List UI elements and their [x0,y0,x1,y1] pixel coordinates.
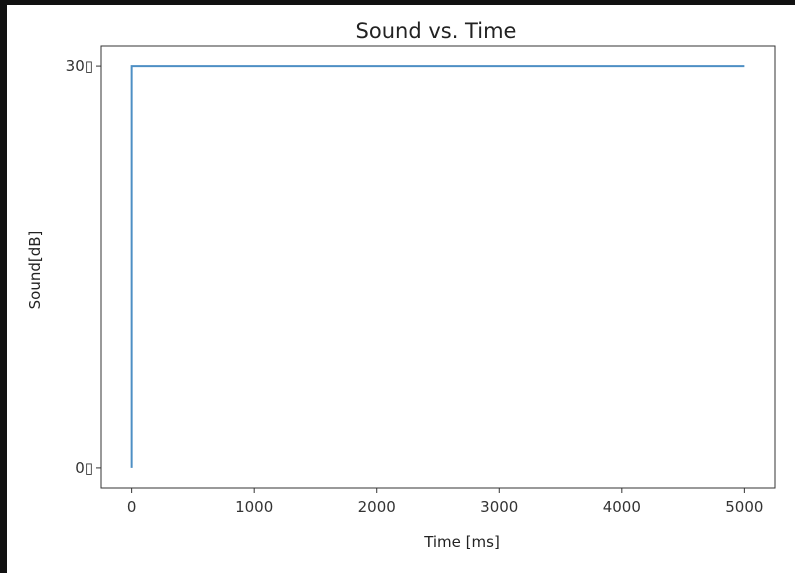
x-axis-label: Time [ms] [423,533,500,551]
x-tick-label: 4000 [603,498,641,516]
x-tick-label: 3000 [480,498,518,516]
y-tick-label: 30▯ [66,57,93,75]
series-layer [130,65,745,468]
window-frame-left [0,0,7,573]
plot-area [100,45,776,489]
x-axis: 0 1000 2000 3000 4000 5000 [127,488,763,516]
window-frame-top [0,0,795,5]
chart-title: Sound vs. Time [356,19,517,43]
y-tick-label: 0▯ [75,459,93,477]
x-tick-label: 2000 [358,498,396,516]
y-axis-label: Sound[dB] [26,231,44,310]
series-line [130,65,745,468]
y-axis: 0▯ 30▯ [66,57,101,477]
x-tick-label: 0 [127,498,137,516]
x-tick-label: 1000 [235,498,273,516]
x-tick-label: 5000 [725,498,763,516]
